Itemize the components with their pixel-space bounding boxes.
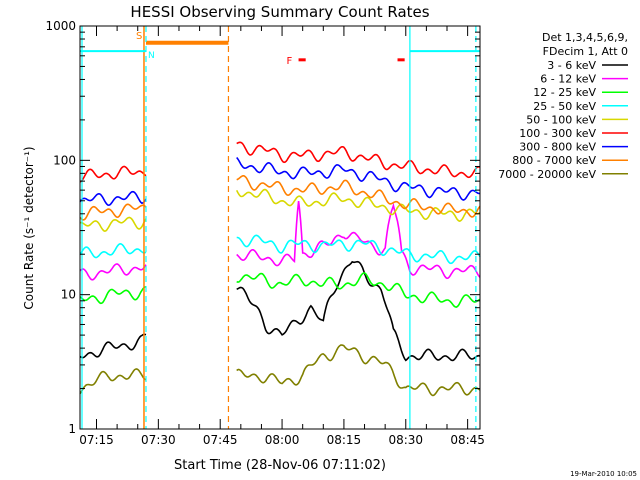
y-tick-label-1: 1 [68, 422, 76, 436]
series-line-5-b [235, 188, 481, 222]
series-line-3-b [236, 272, 481, 308]
x-tick-label-4: 08:00 [265, 433, 300, 447]
x-tick-label-7: 08:45 [450, 433, 485, 447]
series-line-8-a [79, 203, 147, 221]
series-line-2-a [79, 263, 147, 281]
flare-label: F [287, 56, 293, 67]
y-tick-label-4: 1000 [45, 19, 76, 33]
series-line-7-a [79, 190, 147, 207]
series-line-1-a [79, 333, 147, 359]
series-line-6-b [236, 141, 481, 179]
legend-label-1: 3 - 6 keV [547, 59, 596, 72]
legend-label-4: 25 - 50 keV [533, 100, 596, 113]
legend-label-9: 7000 - 20000 keV [498, 168, 596, 181]
legend-label-8: 800 - 7000 keV [512, 154, 596, 167]
legend-label-6: 100 - 300 keV [519, 127, 596, 140]
night-label: N [148, 51, 155, 61]
x-tick-label-5: 08:15 [327, 433, 362, 447]
legend-label-3: 12 - 25 keV [533, 86, 596, 99]
legend-header-line-1: Det 1,3,4,5,6,9, [542, 31, 628, 44]
legend-label-2: 6 - 12 keV [540, 73, 596, 86]
series-line-6-a [79, 165, 147, 183]
y-tick-label-3: 100 [53, 153, 76, 167]
x-axis-label: Start Time (28-Nov-06 07:11:02) [174, 458, 386, 473]
x-tick-label-1: 07:15 [79, 433, 114, 447]
saa-label: S [136, 31, 142, 42]
axes: 1 10 100 1000 07:15 07:30 07:45 08:00 08:15 08:30… [45, 19, 484, 447]
x-tick-label-3: 07:45 [203, 433, 238, 447]
series-line-5-a [79, 216, 147, 233]
y-tick-label-2: 10 [61, 288, 76, 302]
series-line-7-b [236, 157, 481, 201]
series-line-2-b [236, 201, 481, 280]
plot-area: SN F [79, 26, 481, 429]
series-line-3-a [79, 286, 147, 305]
legend-label-7: 300 - 800 keV [519, 141, 596, 154]
series-line-4-b [236, 234, 481, 265]
x-tick-label-2: 07:30 [141, 433, 176, 447]
series-line-1-b [236, 260, 481, 362]
y-axis-label: Count Rate (s⁻¹ detector⁻¹) [22, 146, 36, 309]
series-line-8-b [236, 175, 481, 218]
legend-header-line-2: FDecim 1, Att 0 [543, 45, 628, 58]
legend: Det 1,3,4,5,6,9, FDecim 1, Att 0 3 - 6 k… [498, 31, 628, 181]
series-line-9-a [79, 368, 147, 395]
series-line-4-a [79, 242, 147, 259]
plot-frame [79, 25, 481, 430]
legend-label-5: 50 - 100 keV [526, 113, 596, 126]
series-line-9-b [236, 344, 481, 397]
x-tick-label-6: 08:30 [388, 433, 423, 447]
chart-title: HESSI Observing Summary Count Rates [130, 3, 429, 21]
footer-date: 19-Mar-2010 10:05 [570, 470, 637, 478]
